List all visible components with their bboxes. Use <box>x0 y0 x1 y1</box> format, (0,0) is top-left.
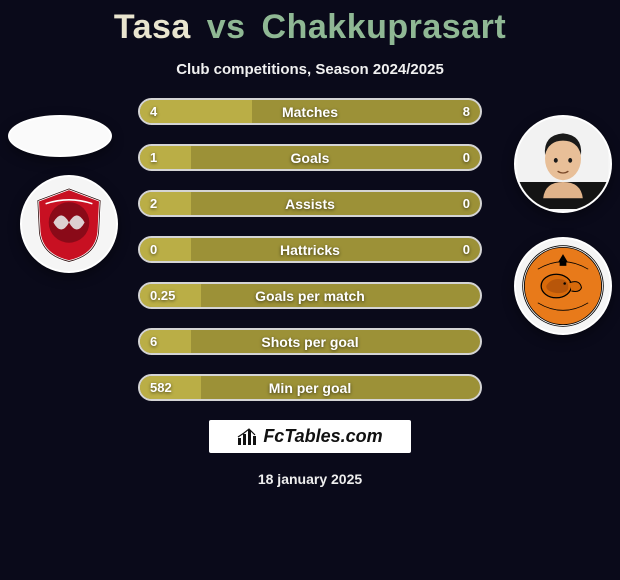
player2-photo-icon <box>514 115 612 213</box>
stat-right-value: 0 <box>453 238 480 261</box>
stat-bar: 4Matches8 <box>138 98 482 125</box>
stat-bar: 2Assists0 <box>138 190 482 217</box>
stat-right-value: 0 <box>453 192 480 215</box>
stat-right-value: 0 <box>453 146 480 169</box>
stat-right-value <box>460 284 480 307</box>
stat-right-value <box>460 376 480 399</box>
player1-placeholder-icon <box>8 115 112 157</box>
title-player2: Chakkuprasart <box>262 8 507 46</box>
stat-label: Hattricks <box>140 238 480 261</box>
stat-label: Goals per match <box>140 284 480 307</box>
player2-club-badge-icon <box>514 237 612 335</box>
branding-text: FcTables.com <box>263 426 382 446</box>
subtitle: Club competitions, Season 2024/2025 <box>0 61 620 78</box>
bars-chart-icon <box>237 428 259 446</box>
stat-label: Matches <box>140 100 480 123</box>
stat-label: Min per goal <box>140 376 480 399</box>
footer: FcTables.com 18 january 2025 <box>0 420 620 487</box>
stat-right-value: 8 <box>453 100 480 123</box>
stat-label: Shots per goal <box>140 330 480 353</box>
title-vs: vs <box>207 8 246 46</box>
player1-club-badge-icon <box>20 175 118 273</box>
stat-right-value <box>460 330 480 353</box>
stat-label: Goals <box>140 146 480 169</box>
stat-bar: 0.25Goals per match <box>138 282 482 309</box>
branding-badge: FcTables.com <box>209 420 410 453</box>
stat-bar: 0Hattricks0 <box>138 236 482 263</box>
stat-bar: 1Goals0 <box>138 144 482 171</box>
stat-bar: 582Min per goal <box>138 374 482 401</box>
stats-bars: 4Matches81Goals02Assists00Hattricks00.25… <box>138 98 482 401</box>
title-player1: Tasa <box>114 8 191 46</box>
stat-label: Assists <box>140 192 480 215</box>
date: 18 january 2025 <box>0 471 620 487</box>
page-title: Tasa vs Chakkuprasart <box>0 0 620 47</box>
stat-bar: 6Shots per goal <box>138 328 482 355</box>
